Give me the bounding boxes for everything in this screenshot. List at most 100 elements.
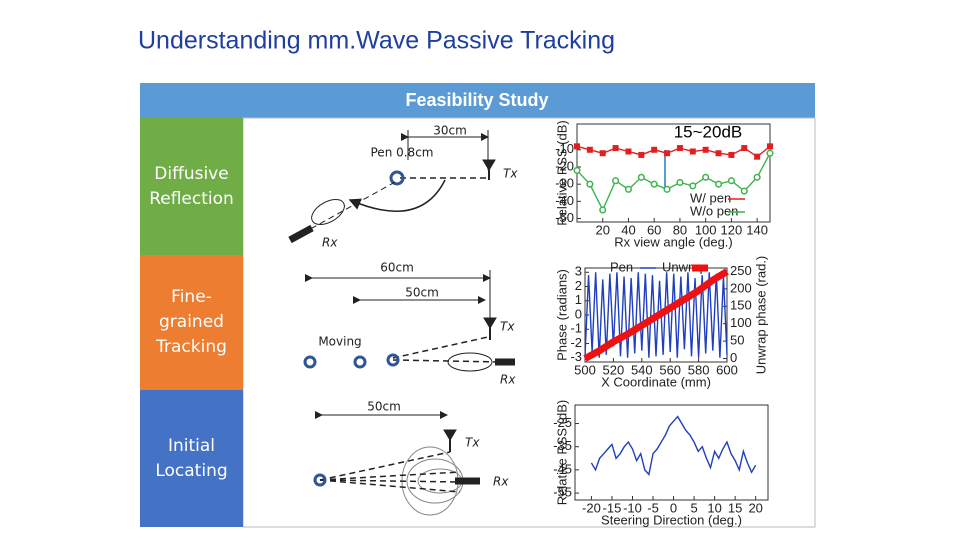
beam-lobe xyxy=(447,352,493,372)
y-tick-label: -55 xyxy=(553,484,572,499)
marker xyxy=(702,173,710,181)
x-tick-label: 15 xyxy=(728,500,742,515)
row-label: Diffusive Reflection xyxy=(149,163,234,209)
x-tick-label: 20 xyxy=(748,500,762,515)
x-tick-label: -15 xyxy=(603,500,622,515)
y-axis-label: Relative RSS (dB) xyxy=(554,120,569,225)
plot-frame xyxy=(574,404,769,501)
marker xyxy=(664,150,671,157)
row-label-box: Initial Locating xyxy=(155,435,228,481)
y-tick-label: -25 xyxy=(553,415,572,430)
marker xyxy=(689,148,696,155)
marker xyxy=(651,146,658,153)
marker xyxy=(573,166,581,174)
marker xyxy=(689,182,697,190)
tx-antenna xyxy=(443,429,457,441)
y2-tick-label: 200 xyxy=(730,280,752,295)
series-line xyxy=(576,145,771,158)
y2-tick-label: 250 xyxy=(730,263,752,278)
x-tick-label: 560 xyxy=(659,362,681,377)
marker xyxy=(638,151,645,158)
marker xyxy=(714,180,723,188)
y-tick-label: -1 xyxy=(570,321,582,336)
marker xyxy=(702,146,709,153)
pen xyxy=(389,170,405,186)
row-label-box: Fine-grained Tracking xyxy=(156,287,227,357)
y2-tick-label: 100 xyxy=(730,315,752,330)
marker xyxy=(767,143,773,150)
x-tick-label: 540 xyxy=(631,362,653,377)
y2-tick-label: 0 xyxy=(730,350,737,365)
legend-label: W/ pen xyxy=(690,190,731,205)
pen xyxy=(313,473,327,487)
signal-path xyxy=(392,359,501,363)
tx-antenna xyxy=(483,317,497,329)
pen-label: Pen 0.8cm xyxy=(371,146,434,160)
y-axis-label: Relative RSS (dB) xyxy=(554,400,569,505)
x-tick-label: 60 xyxy=(647,222,661,237)
signal-path xyxy=(319,471,461,481)
marker xyxy=(754,153,761,160)
marker xyxy=(574,143,580,150)
y-tick-label: 1 xyxy=(575,292,582,307)
marker xyxy=(637,173,645,181)
x-tick-label: 580 xyxy=(688,362,710,377)
series-line xyxy=(590,415,757,477)
x-tick-label: 40 xyxy=(621,222,635,237)
marker xyxy=(625,148,632,155)
x-axis-label: Steering Direction (deg.) xyxy=(601,512,742,527)
y-tick-label: 3 xyxy=(575,264,582,279)
marker xyxy=(676,178,684,187)
banner-text: Feasibility Study xyxy=(405,90,548,110)
marker xyxy=(740,187,748,195)
marker xyxy=(728,151,735,158)
rx-label: Rx xyxy=(493,475,509,489)
marker xyxy=(612,177,620,185)
row-box xyxy=(140,390,243,527)
row-label: Fine-grained Tracking xyxy=(156,287,227,357)
marker xyxy=(663,185,671,193)
y-tick-label: 0 xyxy=(575,306,582,321)
signal-path xyxy=(319,479,461,483)
x-tick-label: 80 xyxy=(673,222,687,237)
x-axis-label: X Coordinate (mm) xyxy=(601,374,711,389)
row-label: Initial Locating xyxy=(155,435,228,481)
diagram-row1 xyxy=(288,130,496,244)
x-tick-label: 10 xyxy=(707,500,721,515)
y-axis-label: Phase (radians) xyxy=(554,269,569,361)
marker xyxy=(753,173,761,181)
y2-tick-label: 50 xyxy=(730,333,744,348)
x-tick-label: -5 xyxy=(647,500,659,515)
beam-lobe xyxy=(311,199,345,225)
marker xyxy=(586,146,593,153)
pen xyxy=(303,355,317,369)
signal-path xyxy=(392,336,489,359)
dimension-label: 50cm xyxy=(405,286,439,300)
y-tick-label: -2 xyxy=(570,335,582,350)
marker xyxy=(599,150,606,157)
y-tick-label: -35 xyxy=(553,438,572,453)
dimension-label: 50cm xyxy=(367,400,401,414)
dimension-label: 60cm xyxy=(380,261,414,275)
x-tick-label: 0 xyxy=(670,500,677,515)
marker xyxy=(741,145,748,152)
marker xyxy=(766,149,774,157)
y-tick-label: -20 xyxy=(555,158,574,173)
reflection-arrow xyxy=(348,179,446,212)
series-line xyxy=(576,152,771,212)
x-tick-label: 140 xyxy=(746,222,768,237)
x-tick-label: 120 xyxy=(721,222,743,237)
tx-label: Tx xyxy=(500,320,515,334)
x-tick-label: 520 xyxy=(603,362,625,377)
x-tick-label: 600 xyxy=(716,362,738,377)
diagram-row2 xyxy=(303,270,515,372)
annotation: 15~20dB xyxy=(674,122,743,141)
x-axis-label: Rx view angle (deg.) xyxy=(614,234,733,249)
series-line xyxy=(584,272,728,358)
marker xyxy=(624,185,633,193)
y-tick-label: 2 xyxy=(575,278,582,293)
x-tick-label: 5 xyxy=(690,500,697,515)
row-box xyxy=(140,118,243,255)
